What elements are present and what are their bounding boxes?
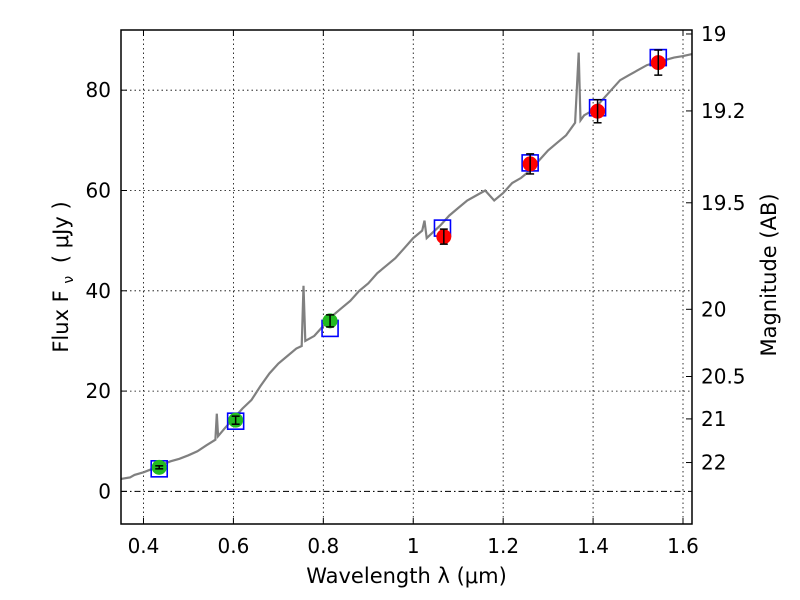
right-tick-label: 21	[701, 407, 726, 431]
x-tick-label: 1.6	[667, 534, 699, 558]
x-tick-label: 1.2	[487, 534, 519, 558]
y-tick-label: 80	[86, 78, 111, 102]
y-tick-label: 40	[86, 279, 111, 303]
y-axis-label-units: ( μJy )	[49, 201, 73, 263]
y-axis-label-sub: ν	[61, 276, 77, 284]
right-tick-label: 19	[701, 22, 726, 46]
y-axis-label-main: Flux F	[49, 290, 73, 352]
x-tick-label: 0.6	[217, 534, 249, 558]
y-tick-label: 60	[86, 178, 111, 202]
right-tick-label: 20.5	[701, 365, 746, 389]
plot-frame	[120, 29, 693, 525]
y-tick-label: 20	[86, 379, 111, 403]
x-tick-label: 0.4	[128, 534, 160, 558]
right-axis-label: Magnitude (AB)	[757, 193, 781, 356]
right-tick-label: 22	[701, 451, 726, 475]
right-tick-label: 19.2	[701, 99, 746, 123]
right-tick-label: 20	[701, 297, 726, 321]
x-tick-label: 1	[407, 534, 420, 558]
y-tick-label: 0	[98, 479, 111, 503]
svg-text:Flux F ν ( μJy ): Flux F ν ( μJy )	[49, 201, 78, 352]
axis-ticks: 0.4 0.6 0.8 1 1.2 1.4 1.6 0 20 40 60 80 19 19.2 19.5 20…	[86, 22, 746, 558]
spectrum-line	[120, 52, 693, 480]
x-tick-label: 1.4	[577, 534, 609, 558]
x-axis-label: Wavelength λ (μm)	[306, 564, 507, 588]
data-points	[150, 48, 668, 478]
right-tick-label: 19.5	[701, 191, 746, 215]
x-tick-label: 0.8	[307, 534, 339, 558]
y-axis-label: Flux F ν ( μJy )	[49, 201, 78, 352]
